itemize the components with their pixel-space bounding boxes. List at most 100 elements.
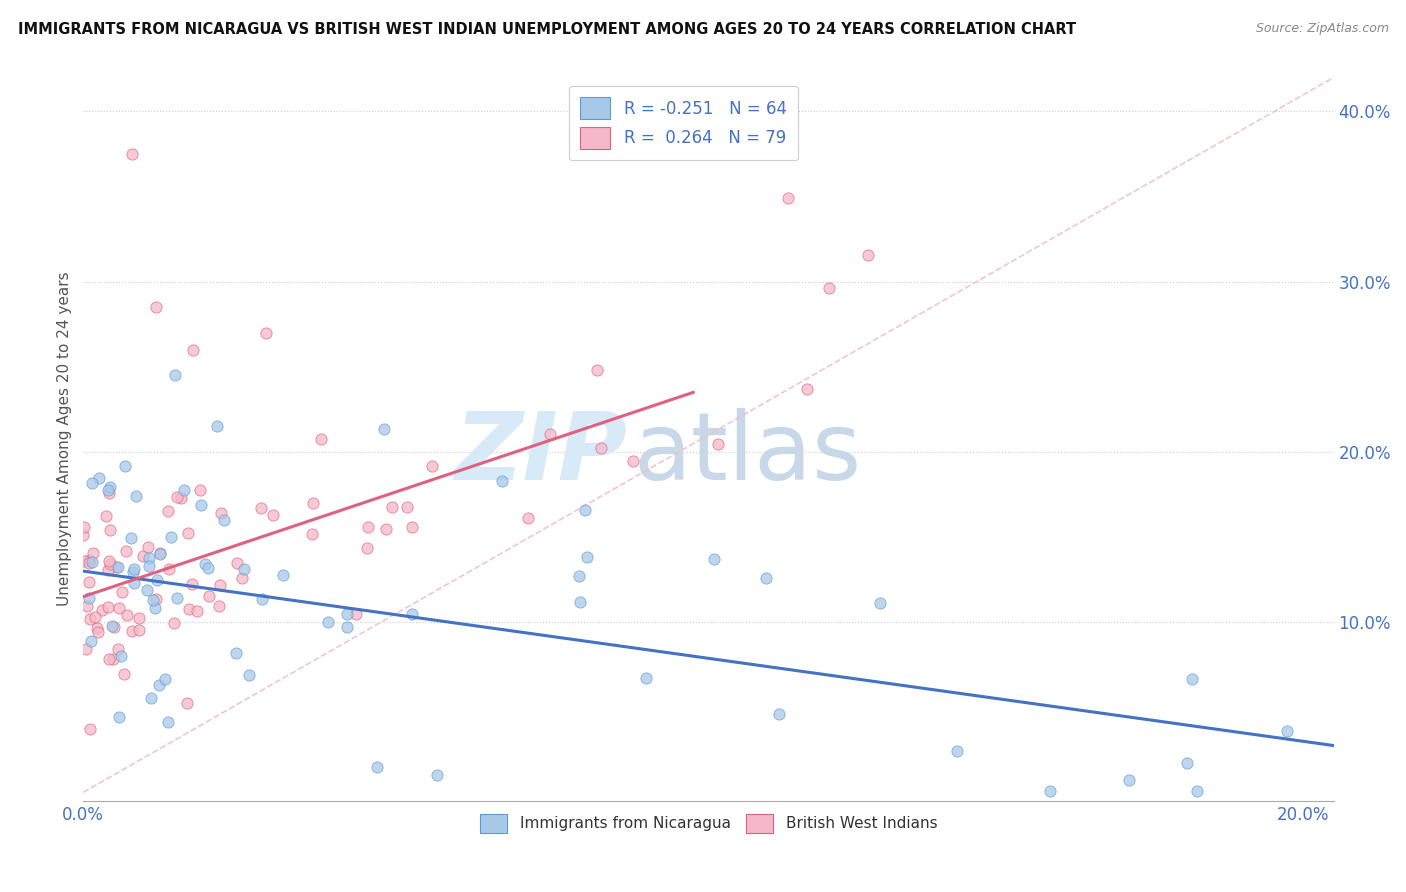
Point — [401, 520, 423, 534]
Point — [703, 552, 725, 566]
Point — [90, 603, 112, 617]
Point — [250, 591, 273, 606]
Point — [356, 541, 378, 555]
Point — [149, 546, 172, 560]
Point — [366, 760, 388, 774]
Point — [869, 596, 891, 610]
Point — [145, 592, 167, 607]
Point — [254, 326, 277, 340]
Point — [1175, 756, 1198, 771]
Point — [101, 652, 124, 666]
Point — [381, 500, 404, 515]
Point — [163, 368, 186, 383]
Text: atlas: atlas — [634, 408, 862, 500]
Point — [190, 498, 212, 512]
Point — [104, 560, 127, 574]
Point — [316, 615, 339, 629]
Point — [194, 558, 217, 572]
Point — [538, 426, 561, 441]
Point — [107, 641, 129, 656]
Point — [145, 300, 167, 314]
Point — [585, 363, 607, 377]
Point — [128, 623, 150, 637]
Point — [73, 520, 96, 534]
Text: IMMIGRANTS FROM NICARAGUA VS BRITISH WEST INDIAN UNEMPLOYMENT AMONG AGES 20 TO 2: IMMIGRANTS FROM NICARAGUA VS BRITISH WES… — [18, 22, 1077, 37]
Point — [97, 483, 120, 498]
Point — [576, 549, 599, 564]
Point — [176, 696, 198, 710]
Point — [491, 474, 513, 488]
Point — [166, 591, 188, 606]
Point — [101, 619, 124, 633]
Point — [1118, 772, 1140, 787]
Point — [132, 549, 155, 563]
Point — [207, 419, 229, 434]
Point — [121, 147, 143, 161]
Point — [856, 248, 879, 262]
Point — [157, 562, 180, 576]
Point — [209, 506, 232, 520]
Point — [138, 541, 160, 555]
Point — [591, 441, 613, 455]
Point — [98, 524, 121, 538]
Point — [796, 382, 818, 396]
Point — [84, 610, 107, 624]
Point — [82, 545, 104, 559]
Point — [395, 500, 418, 514]
Point — [138, 558, 160, 573]
Point — [108, 601, 131, 615]
Point — [301, 526, 323, 541]
Point — [198, 589, 221, 603]
Point — [238, 667, 260, 681]
Point — [817, 280, 839, 294]
Point — [190, 483, 212, 498]
Point — [755, 571, 778, 585]
Point — [139, 690, 162, 705]
Point — [170, 491, 193, 505]
Point — [574, 502, 596, 516]
Point — [72, 528, 94, 542]
Point — [115, 543, 138, 558]
Point — [112, 667, 135, 681]
Point — [75, 642, 97, 657]
Point — [97, 564, 120, 578]
Point — [420, 458, 443, 473]
Point — [401, 607, 423, 621]
Point — [166, 490, 188, 504]
Point — [98, 554, 121, 568]
Point — [80, 475, 103, 490]
Text: ZIP: ZIP — [454, 408, 627, 500]
Point — [374, 522, 396, 536]
Point — [945, 744, 967, 758]
Point — [115, 608, 138, 623]
Point — [146, 573, 169, 587]
Point — [153, 672, 176, 686]
Point — [79, 591, 101, 605]
Point — [159, 530, 181, 544]
Point — [97, 486, 120, 500]
Point — [107, 560, 129, 574]
Point — [636, 671, 658, 685]
Point — [311, 432, 333, 446]
Point — [373, 421, 395, 435]
Point — [568, 569, 591, 583]
Point — [707, 436, 730, 450]
Point — [77, 553, 100, 567]
Point — [114, 459, 136, 474]
Point — [186, 604, 208, 618]
Point — [122, 566, 145, 580]
Point — [73, 554, 96, 568]
Point — [179, 601, 201, 615]
Point — [176, 525, 198, 540]
Point — [426, 768, 449, 782]
Point — [100, 558, 122, 572]
Point — [141, 593, 163, 607]
Point — [1275, 724, 1298, 739]
Point — [79, 611, 101, 625]
Point — [148, 678, 170, 692]
Point — [357, 520, 380, 534]
Point — [120, 532, 142, 546]
Point — [125, 489, 148, 503]
Point — [79, 575, 101, 590]
Point — [149, 547, 172, 561]
